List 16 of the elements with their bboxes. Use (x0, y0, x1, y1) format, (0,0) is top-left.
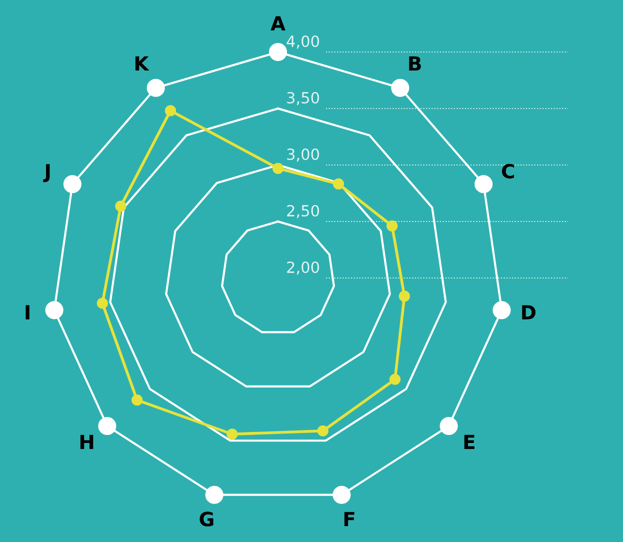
y-tick-label: 2,00 (287, 261, 320, 275)
spoke-label: B (409, 56, 421, 71)
spoke-label: A (270, 16, 286, 30)
spoke-label: H (80, 434, 94, 450)
y-tick-label: 4,00 (286, 35, 320, 49)
spoke-label: F (344, 512, 354, 526)
spoke-label: C (502, 164, 514, 179)
spoke-label: I (26, 305, 30, 320)
y-tick-label: 2,50 (287, 204, 320, 218)
spoke-label: J (43, 164, 50, 182)
spoke-label: K (135, 56, 150, 71)
spoke-label: E (464, 434, 474, 450)
y-tick-label: 3,00 (287, 148, 320, 162)
spoke-label: G (200, 512, 214, 526)
y-tick-label: 3,50 (287, 92, 320, 106)
spoke-label: D (522, 305, 536, 320)
